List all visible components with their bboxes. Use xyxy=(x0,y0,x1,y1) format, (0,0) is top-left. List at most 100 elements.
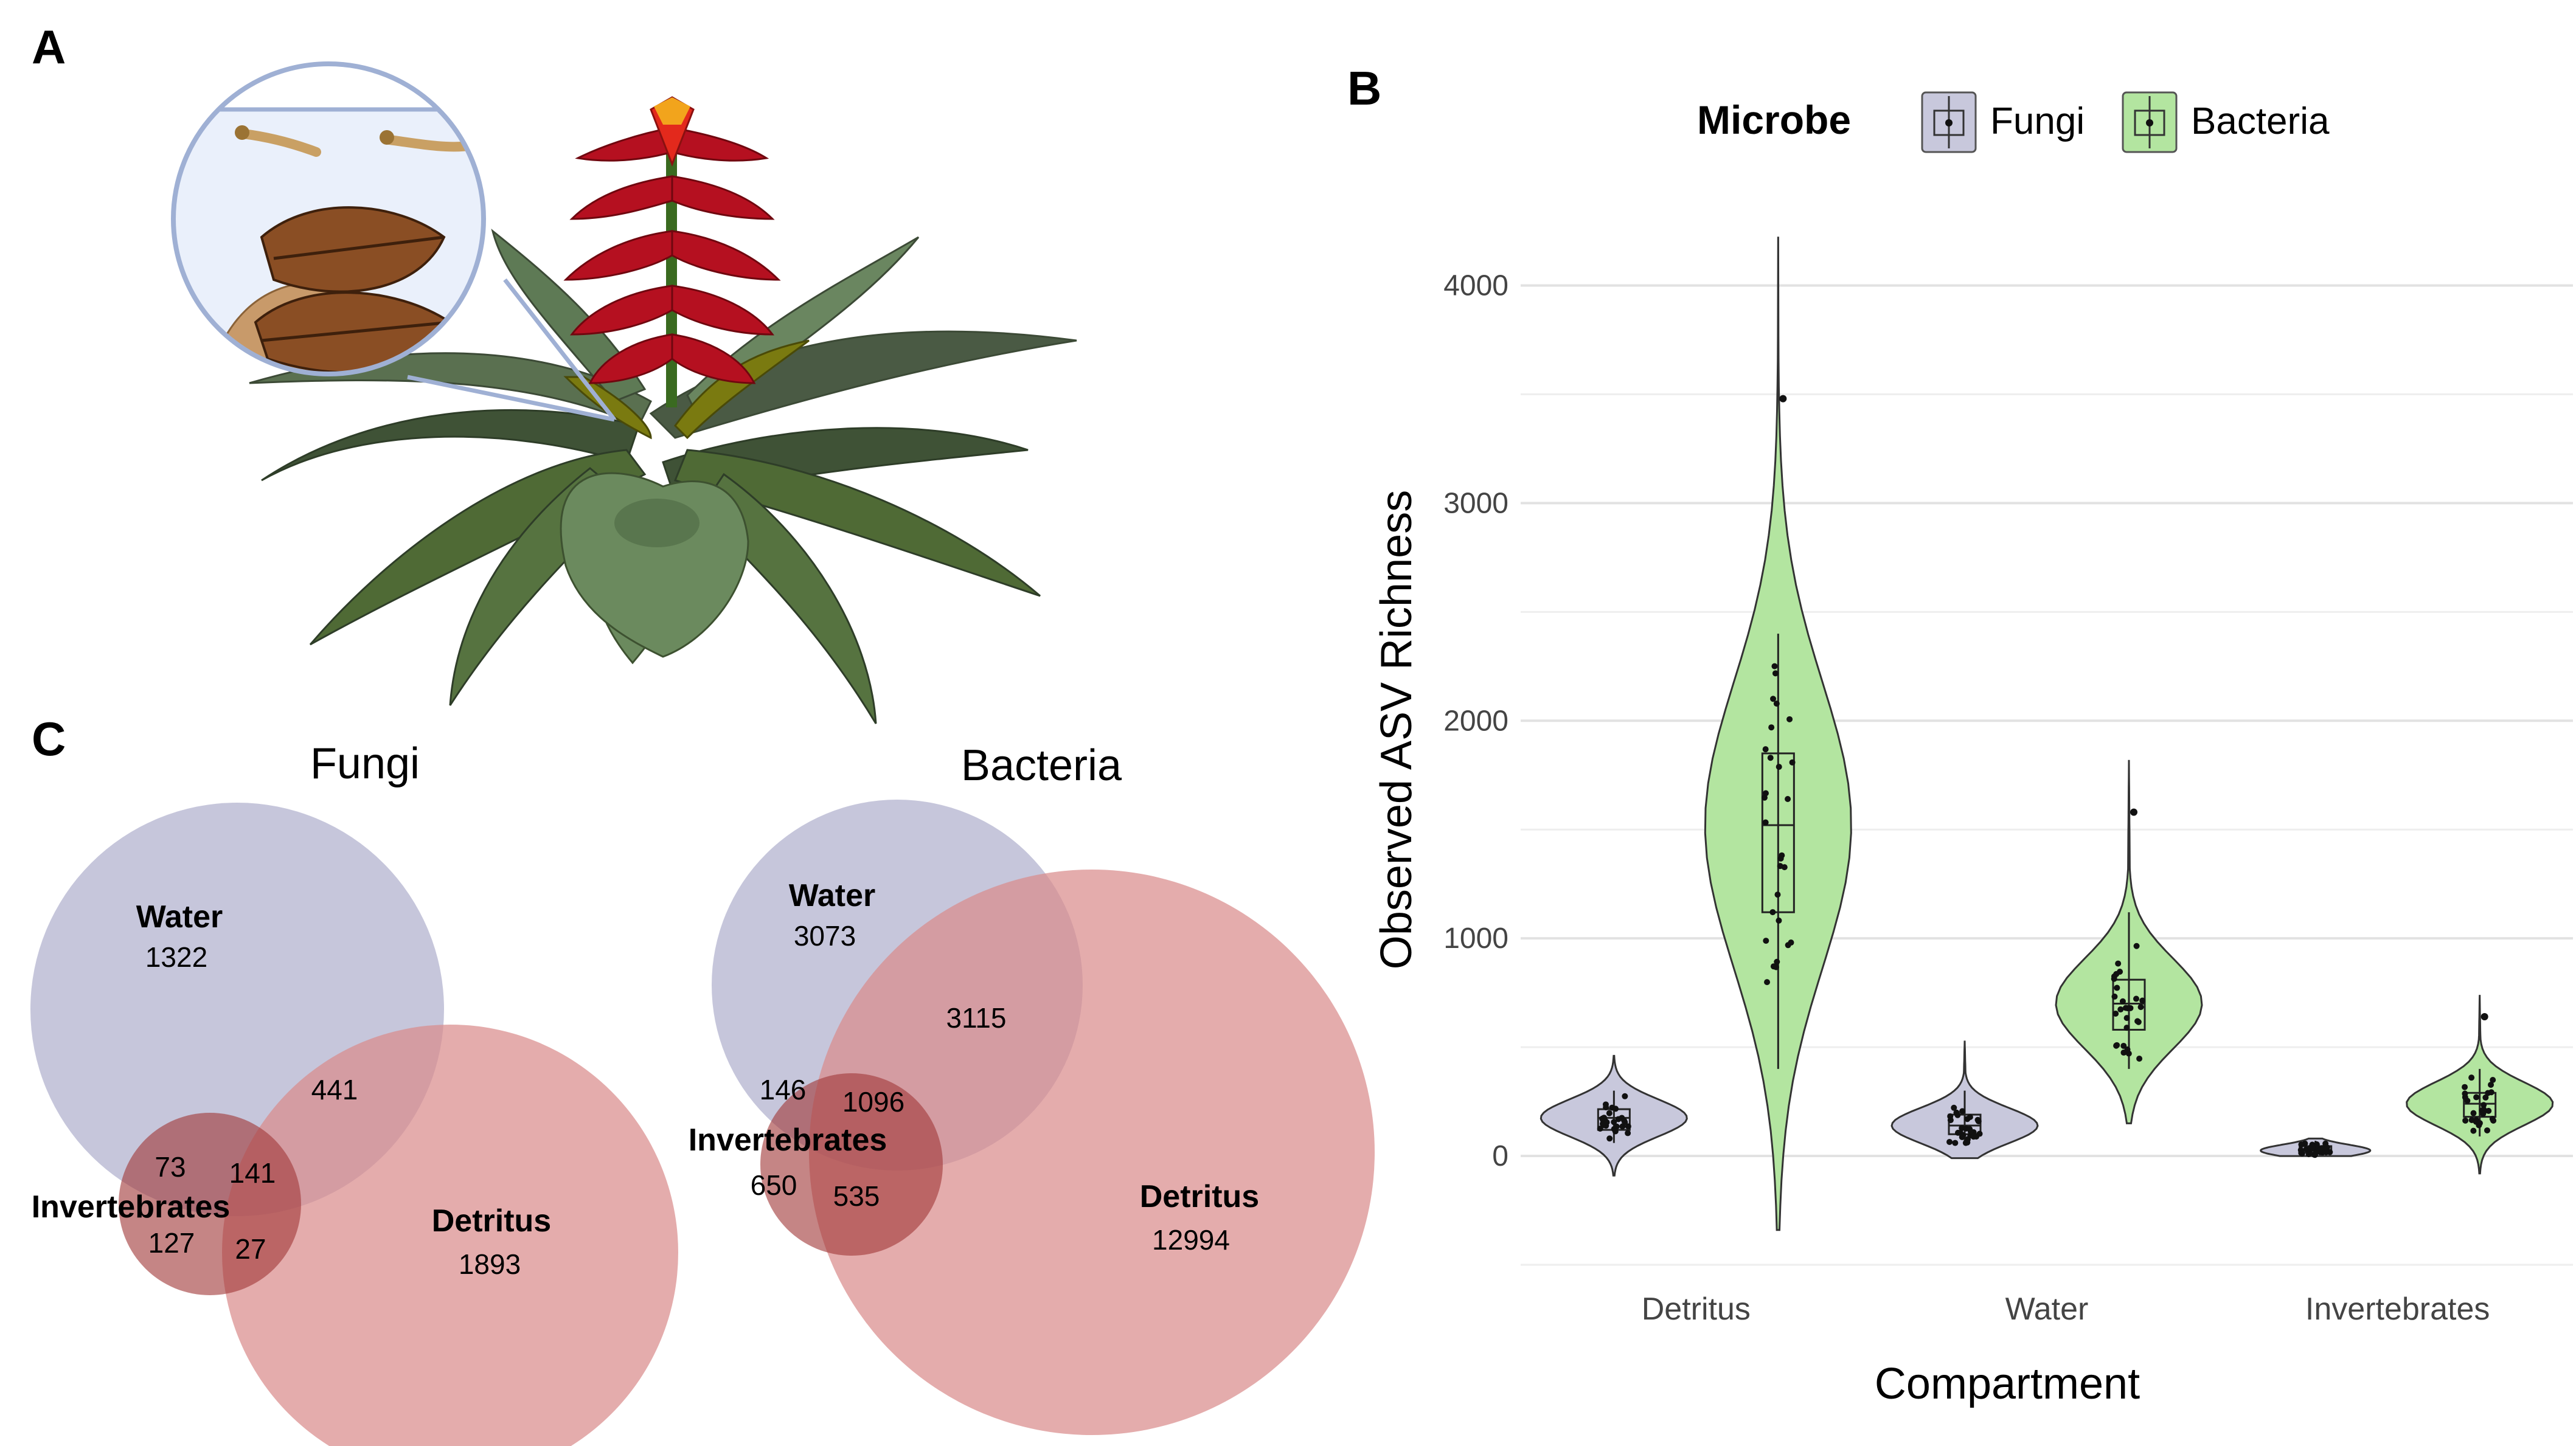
data-point xyxy=(1789,759,1796,766)
data-point xyxy=(1967,1126,1973,1132)
data-point xyxy=(1967,1114,1973,1120)
data-point xyxy=(2476,1120,2483,1127)
data-point xyxy=(1762,790,1769,797)
data-point xyxy=(1947,1117,1954,1124)
data-point xyxy=(2117,1006,2124,1013)
data-point xyxy=(1951,1104,1957,1111)
bromeliad-illustration xyxy=(171,61,1077,724)
venn-bacteria-invert-only: 650 xyxy=(751,1169,797,1201)
data-point xyxy=(1599,1121,1606,1127)
data-point xyxy=(1622,1093,1628,1099)
data-point xyxy=(1763,938,1769,944)
data-point xyxy=(1613,1105,1619,1112)
venn-bacteria: Bacteria Water 3073 3115 146 1096 Invert… xyxy=(689,741,1375,1435)
venn-bacteria-detritus-circle xyxy=(809,870,1375,1435)
data-point xyxy=(2124,1046,2131,1053)
data-point xyxy=(2462,1090,2468,1097)
venn-fungi-all-three: 141 xyxy=(229,1157,276,1189)
data-point xyxy=(2480,1110,2487,1117)
data-point xyxy=(1625,1130,1631,1136)
panel-label-b: B xyxy=(1347,61,1382,115)
outlier-point xyxy=(2130,808,2137,816)
venn-fungi-detritus-circle xyxy=(222,1025,678,1446)
data-point xyxy=(2139,997,2146,1004)
data-point xyxy=(2462,1117,2469,1124)
venn-fungi-detritus-label: Detritus xyxy=(432,1203,551,1239)
venn-fungi-water-label: Water xyxy=(136,899,223,935)
data-point xyxy=(2119,998,2126,1005)
x-tick-label: Invertebrates xyxy=(2305,1292,2490,1327)
data-point xyxy=(1965,1136,1971,1143)
data-point xyxy=(2468,1074,2475,1081)
data-point xyxy=(2298,1149,2305,1156)
venn-fungi-invert-water: 73 xyxy=(154,1151,186,1183)
panel-label-c: C xyxy=(32,712,66,766)
data-point xyxy=(1946,1138,1953,1145)
data-point xyxy=(2136,1055,2143,1062)
y-tick-label: 2000 xyxy=(1443,705,1508,737)
data-point xyxy=(2482,1094,2489,1101)
bromeliad-plant xyxy=(249,96,1077,724)
y-tick-label: 0 xyxy=(1492,1140,1508,1172)
venn-fungi-invertebrates-circle xyxy=(119,1113,301,1295)
venn-bacteria-water-label: Water xyxy=(789,878,876,913)
data-point xyxy=(2111,993,2118,1000)
y-axis-label: Observed ASV Richness xyxy=(1372,490,1421,969)
data-point xyxy=(2120,1042,2127,1049)
data-point xyxy=(1767,755,1774,761)
y-tick-label: 1000 xyxy=(1443,922,1508,955)
data-point xyxy=(1770,696,1777,702)
violin-chart: Microbe Fungi Bacteria 0 1000 2000 3000 4000 D… xyxy=(1372,91,2573,1408)
data-point xyxy=(2488,1081,2494,1088)
venn-bacteria-title: Bacteria xyxy=(961,741,1122,790)
data-point xyxy=(1954,1112,1961,1118)
data-point xyxy=(1973,1133,1980,1140)
x-axis-label: Compartment xyxy=(1875,1360,2140,1408)
venn-fungi-invert-detritus: 27 xyxy=(235,1233,266,1265)
y-tick-label: 3000 xyxy=(1443,487,1508,519)
data-point xyxy=(1622,1119,1628,1126)
data-point xyxy=(1603,1104,1609,1111)
box-iqr xyxy=(2463,1091,2497,1118)
venn-fungi-invert-only: 127 xyxy=(148,1227,195,1259)
data-point xyxy=(2127,1005,2134,1011)
data-point xyxy=(2473,1094,2480,1101)
data-point xyxy=(1606,1135,1613,1142)
outlier-point xyxy=(1779,395,1787,403)
outlier-point xyxy=(2481,1013,2488,1020)
data-point xyxy=(1625,1123,1631,1130)
data-point xyxy=(1774,891,1781,898)
data-point xyxy=(2123,1025,2130,1031)
x-tick-label: Detritus xyxy=(1642,1292,1751,1327)
legend-label-fungi: Fungi xyxy=(1990,100,2085,142)
plot-gridlines xyxy=(1521,284,2573,1266)
plot-violins xyxy=(1540,237,2554,1231)
legend-title: Microbe xyxy=(1697,97,1851,142)
data-point xyxy=(2462,1084,2468,1090)
legend-label-bacteria: Bacteria xyxy=(2191,100,2330,142)
venn-fungi-water-detritus: 441 xyxy=(311,1074,358,1105)
data-point xyxy=(2298,1141,2305,1148)
data-point xyxy=(2470,1110,2477,1116)
data-point xyxy=(2481,1102,2487,1109)
venn-bacteria-water-only: 3073 xyxy=(794,920,856,952)
data-point xyxy=(2322,1140,2329,1147)
data-point xyxy=(2485,1090,2491,1096)
magnifier-connector xyxy=(407,278,616,422)
data-point xyxy=(1772,964,1779,970)
data-point xyxy=(2114,1042,2120,1048)
data-point xyxy=(2489,1116,2496,1123)
data-point xyxy=(1768,724,1775,731)
data-point xyxy=(1788,939,1794,946)
legend-item-bacteria: Bacteria xyxy=(2122,91,2330,153)
data-point xyxy=(1769,909,1776,916)
data-point xyxy=(1974,1116,1981,1123)
venn-bacteria-detritus-label: Detritus xyxy=(1140,1179,1259,1214)
data-point xyxy=(2490,1076,2496,1083)
venn-bacteria-invert-water: 146 xyxy=(760,1074,807,1105)
venn-bacteria-invertebrates-label: Invertebrates xyxy=(689,1123,887,1158)
data-point xyxy=(2134,1018,2141,1025)
data-point xyxy=(2484,1127,2490,1133)
data-point xyxy=(2133,995,2139,1002)
data-point xyxy=(1612,1128,1619,1135)
